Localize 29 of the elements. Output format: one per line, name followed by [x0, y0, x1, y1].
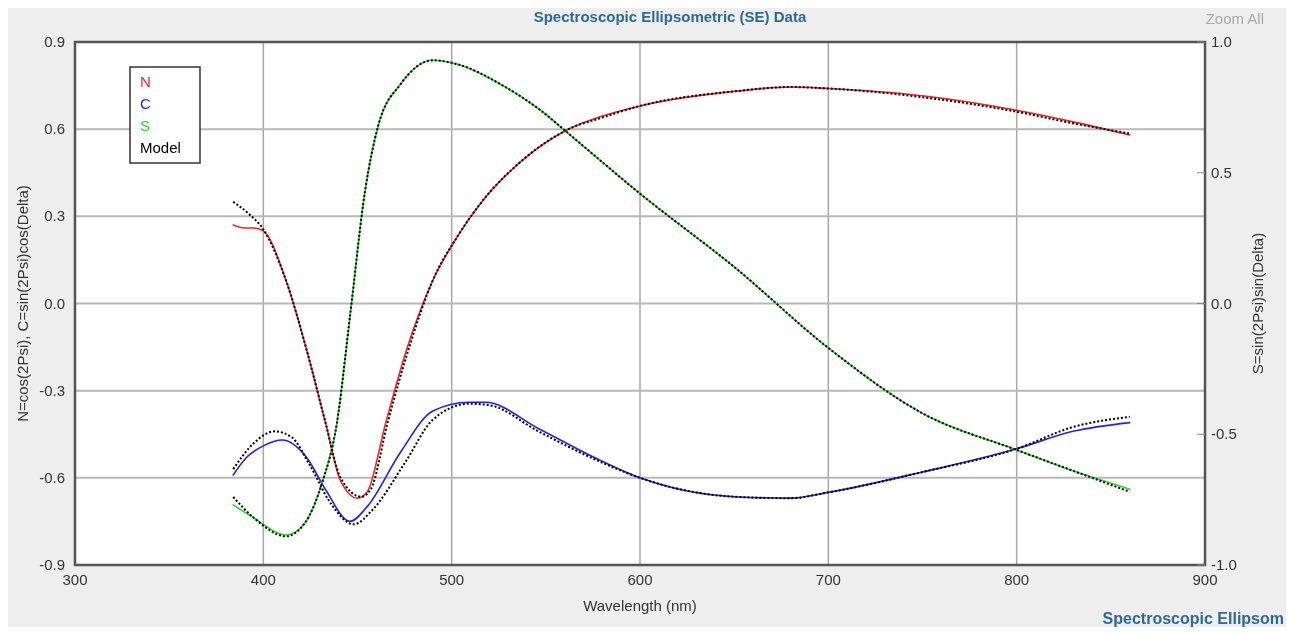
text: N — [140, 73, 151, 90]
y-tick-label: 0.3 — [44, 207, 65, 225]
text: C — [140, 95, 151, 112]
x-tick-label: 700 — [815, 571, 841, 588]
text: Spectroscopic Ellipsom — [1102, 610, 1284, 627]
y-tick-label: -0.3 — [39, 381, 65, 399]
y-tick-label: -0.9 — [39, 556, 65, 573]
y2-tick-label: 1.0 — [1211, 33, 1232, 50]
y-tick-label: 0.6 — [44, 120, 65, 138]
y2-tick-label: -0.5 — [1211, 425, 1237, 443]
y2-tick-label: 0.5 — [1211, 163, 1232, 181]
y-tick-label: 0.9 — [44, 33, 65, 50]
x-tick-label: 900 — [1192, 571, 1218, 588]
x-tick-label: 400 — [250, 571, 276, 588]
x-tick-label: 600 — [627, 571, 653, 588]
x-tick-label: 300 — [62, 571, 88, 588]
text: S — [140, 117, 151, 134]
y-axis-title: N=cos(2Psi), C=sin(2Psi)cos(Delta) — [14, 185, 31, 422]
y2-tick-label: -1.0 — [1211, 556, 1237, 573]
text: Model — [140, 139, 181, 156]
x-tick-label: 500 — [439, 571, 465, 588]
y-tick-label: 0.0 — [44, 294, 65, 312]
text: Zoom All — [1205, 10, 1264, 27]
y-tick-label: -0.6 — [39, 468, 65, 486]
x-tick-label: 800 — [1004, 571, 1030, 588]
y2-tick-label: 0.0 — [1211, 294, 1232, 312]
x-axis-title: Wavelength (nm) — [583, 597, 697, 614]
y2-axis-title: S=sin(2Psi)sin(Delta) — [1249, 232, 1266, 375]
chart-title: Spectroscopic Ellipsometric (SE) Data — [533, 8, 807, 25]
